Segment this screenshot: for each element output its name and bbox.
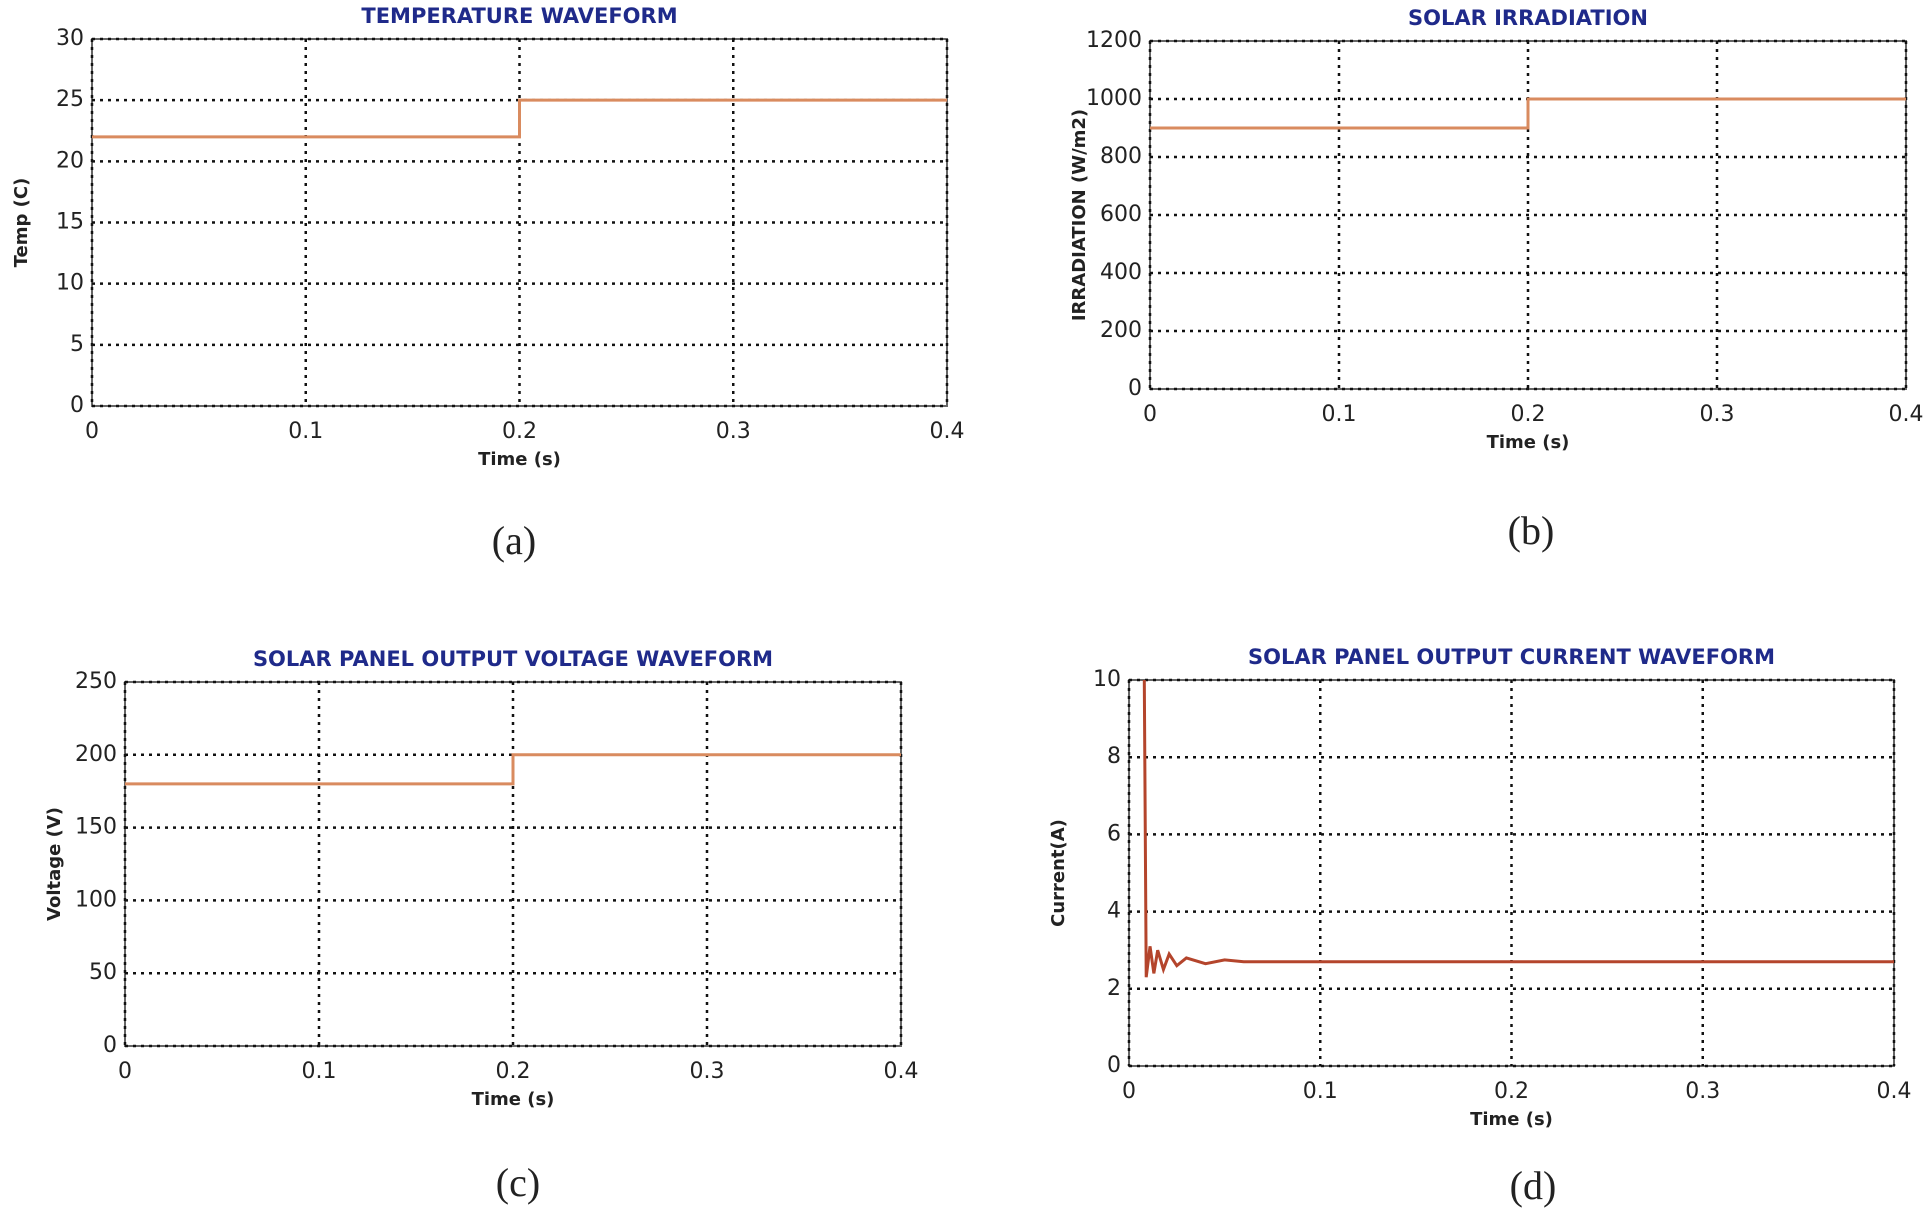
caption: (b) (1508, 508, 1555, 553)
y-tick-label: 0 (70, 393, 84, 418)
y-tick-label: 1000 (1086, 86, 1142, 111)
chart-title: SOLAR PANEL OUTPUT CURRENT WAVEFORM (1248, 645, 1775, 669)
y-tick-label: 100 (75, 887, 117, 912)
data-line (92, 98, 947, 139)
x-tick-label: 0.3 (1685, 1079, 1720, 1104)
y-tick-label: 20 (56, 148, 84, 173)
y-tick-label: 0 (103, 1033, 117, 1058)
x-tick-label: 0.2 (1511, 402, 1546, 427)
data-line (1150, 97, 1906, 130)
y-axis-label: Current(A) (1048, 819, 1069, 927)
x-tick-label: 0.1 (1322, 402, 1357, 427)
y-axis-label: Voltage (V) (44, 807, 65, 921)
y-tick-label: 4 (1107, 899, 1121, 924)
y-tick-label: 800 (1100, 144, 1142, 169)
x-tick-label: 0.4 (1877, 1079, 1912, 1104)
y-tick-label: 200 (1100, 318, 1142, 343)
caption: (c) (496, 1160, 540, 1205)
x-tick-label: 0.3 (716, 419, 751, 444)
y-tick-label: 6 (1107, 821, 1121, 846)
y-tick-label: 2 (1107, 976, 1121, 1001)
y-tick-label: 8 (1107, 744, 1121, 769)
y-tick-label: 200 (75, 742, 117, 767)
x-axis-label: Time (s) (478, 449, 561, 470)
y-tick-label: 0 (1107, 1053, 1121, 1078)
x-axis-label: Time (s) (1470, 1109, 1553, 1130)
chart-title: SOLAR PANEL OUTPUT VOLTAGE WAVEFORM (253, 647, 773, 671)
y-tick-label: 1200 (1086, 28, 1142, 53)
chart-title: SOLAR IRRADIATION (1408, 6, 1648, 30)
x-tick-label: 0 (118, 1059, 132, 1084)
plot-area (124, 681, 902, 1047)
x-tick-label: 0 (1122, 1079, 1136, 1104)
y-tick-label: 25 (56, 87, 84, 112)
caption: (d) (1510, 1163, 1557, 1208)
y-tick-label: 5 (70, 332, 84, 357)
x-tick-label: 0.3 (1700, 402, 1735, 427)
x-tick-label: 0.2 (1494, 1079, 1529, 1104)
x-tick-label: 0 (1143, 402, 1157, 427)
y-tick-label: 50 (89, 960, 117, 985)
y-tick-label: 150 (75, 815, 117, 840)
chart-title: TEMPERATURE WAVEFORM (361, 4, 677, 28)
x-tick-label: 0 (85, 419, 99, 444)
x-axis-label: Time (s) (472, 1089, 555, 1110)
x-tick-label: 0.4 (884, 1059, 919, 1084)
x-tick-label: 0.4 (1889, 402, 1924, 427)
x-tick-label: 0.2 (496, 1059, 531, 1084)
y-tick-label: 10 (56, 271, 84, 296)
y-axis-label: IRRADIATION (W/m2) (1069, 109, 1090, 321)
x-tick-label: 0.1 (288, 419, 323, 444)
y-tick-label: 30 (56, 26, 84, 51)
y-axis-label: Temp (C) (11, 178, 32, 268)
y-tick-label: 15 (56, 210, 84, 235)
x-axis-label: Time (s) (1487, 432, 1570, 453)
x-tick-label: 0.1 (1303, 1079, 1338, 1104)
x-tick-label: 0.4 (930, 419, 965, 444)
x-tick-label: 0.1 (302, 1059, 337, 1084)
data-line (1142, 679, 1894, 978)
y-tick-label: 400 (1100, 260, 1142, 285)
data-line (125, 753, 901, 786)
y-tick-label: 10 (1093, 667, 1121, 692)
y-tick-label: 0 (1128, 376, 1142, 401)
y-tick-label: 600 (1100, 202, 1142, 227)
x-tick-label: 0.3 (690, 1059, 725, 1084)
x-tick-label: 0.2 (502, 419, 537, 444)
y-tick-label: 250 (75, 669, 117, 694)
caption: (a) (492, 518, 536, 563)
